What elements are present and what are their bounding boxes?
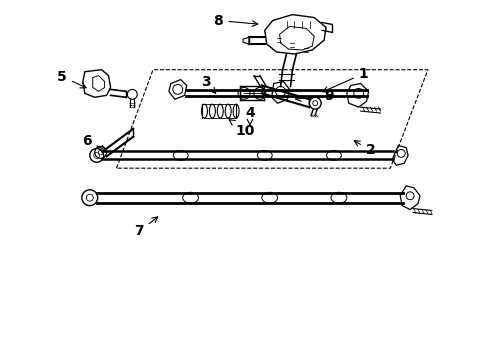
Text: 2: 2 [354, 141, 375, 157]
Text: 1: 1 [323, 67, 368, 92]
Text: 6: 6 [82, 134, 106, 150]
Text: 9: 9 [295, 89, 334, 103]
Text: 7: 7 [134, 217, 158, 238]
Text: 10: 10 [229, 120, 255, 138]
Text: 8: 8 [214, 14, 258, 27]
Text: 3: 3 [200, 75, 216, 93]
Text: 5: 5 [57, 69, 86, 88]
Text: 4: 4 [245, 106, 255, 126]
